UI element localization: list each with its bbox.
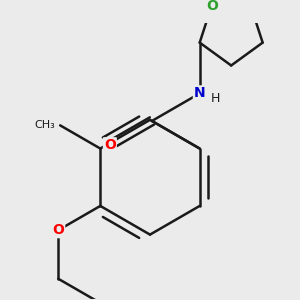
Text: CH₃: CH₃ [34,120,55,130]
Text: H: H [211,92,220,105]
Text: O: O [206,0,218,13]
Text: N: N [194,86,206,100]
Text: O: O [104,138,116,152]
Text: O: O [52,223,64,237]
